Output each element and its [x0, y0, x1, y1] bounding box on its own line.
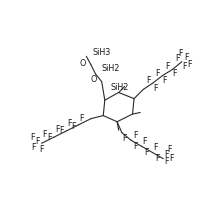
Text: F: F: [155, 154, 159, 163]
Text: F: F: [60, 126, 64, 136]
Text: F: F: [156, 69, 160, 78]
Text: O: O: [91, 75, 97, 84]
Text: F: F: [187, 60, 192, 69]
Text: F: F: [144, 148, 149, 157]
Text: F: F: [163, 76, 167, 85]
Text: SiH2: SiH2: [102, 64, 120, 73]
Text: F: F: [30, 133, 35, 142]
Text: F: F: [133, 142, 138, 151]
Text: F: F: [175, 54, 179, 63]
Text: F: F: [153, 143, 158, 152]
Text: F: F: [182, 62, 186, 71]
Text: F: F: [55, 125, 59, 134]
Text: F: F: [164, 157, 169, 166]
Text: F: F: [35, 137, 39, 146]
Text: F: F: [39, 145, 44, 154]
Text: F: F: [123, 134, 127, 143]
Text: F: F: [146, 76, 151, 85]
Text: F: F: [43, 130, 47, 139]
Text: F: F: [178, 49, 182, 59]
Text: F: F: [164, 150, 169, 159]
Text: F: F: [79, 114, 84, 123]
Text: F: F: [167, 145, 172, 154]
Text: F: F: [143, 137, 147, 146]
Text: O: O: [80, 59, 86, 68]
Text: F: F: [153, 84, 158, 93]
Text: F: F: [169, 154, 173, 163]
Text: F: F: [72, 122, 76, 131]
Text: F: F: [133, 131, 138, 140]
Text: F: F: [47, 133, 52, 142]
Text: SiH3: SiH3: [92, 48, 111, 57]
Text: F: F: [166, 62, 170, 71]
Text: SiH2: SiH2: [111, 83, 129, 92]
Text: F: F: [173, 69, 177, 78]
Text: F: F: [67, 119, 72, 128]
Text: F: F: [184, 53, 189, 62]
Text: F: F: [32, 143, 36, 152]
